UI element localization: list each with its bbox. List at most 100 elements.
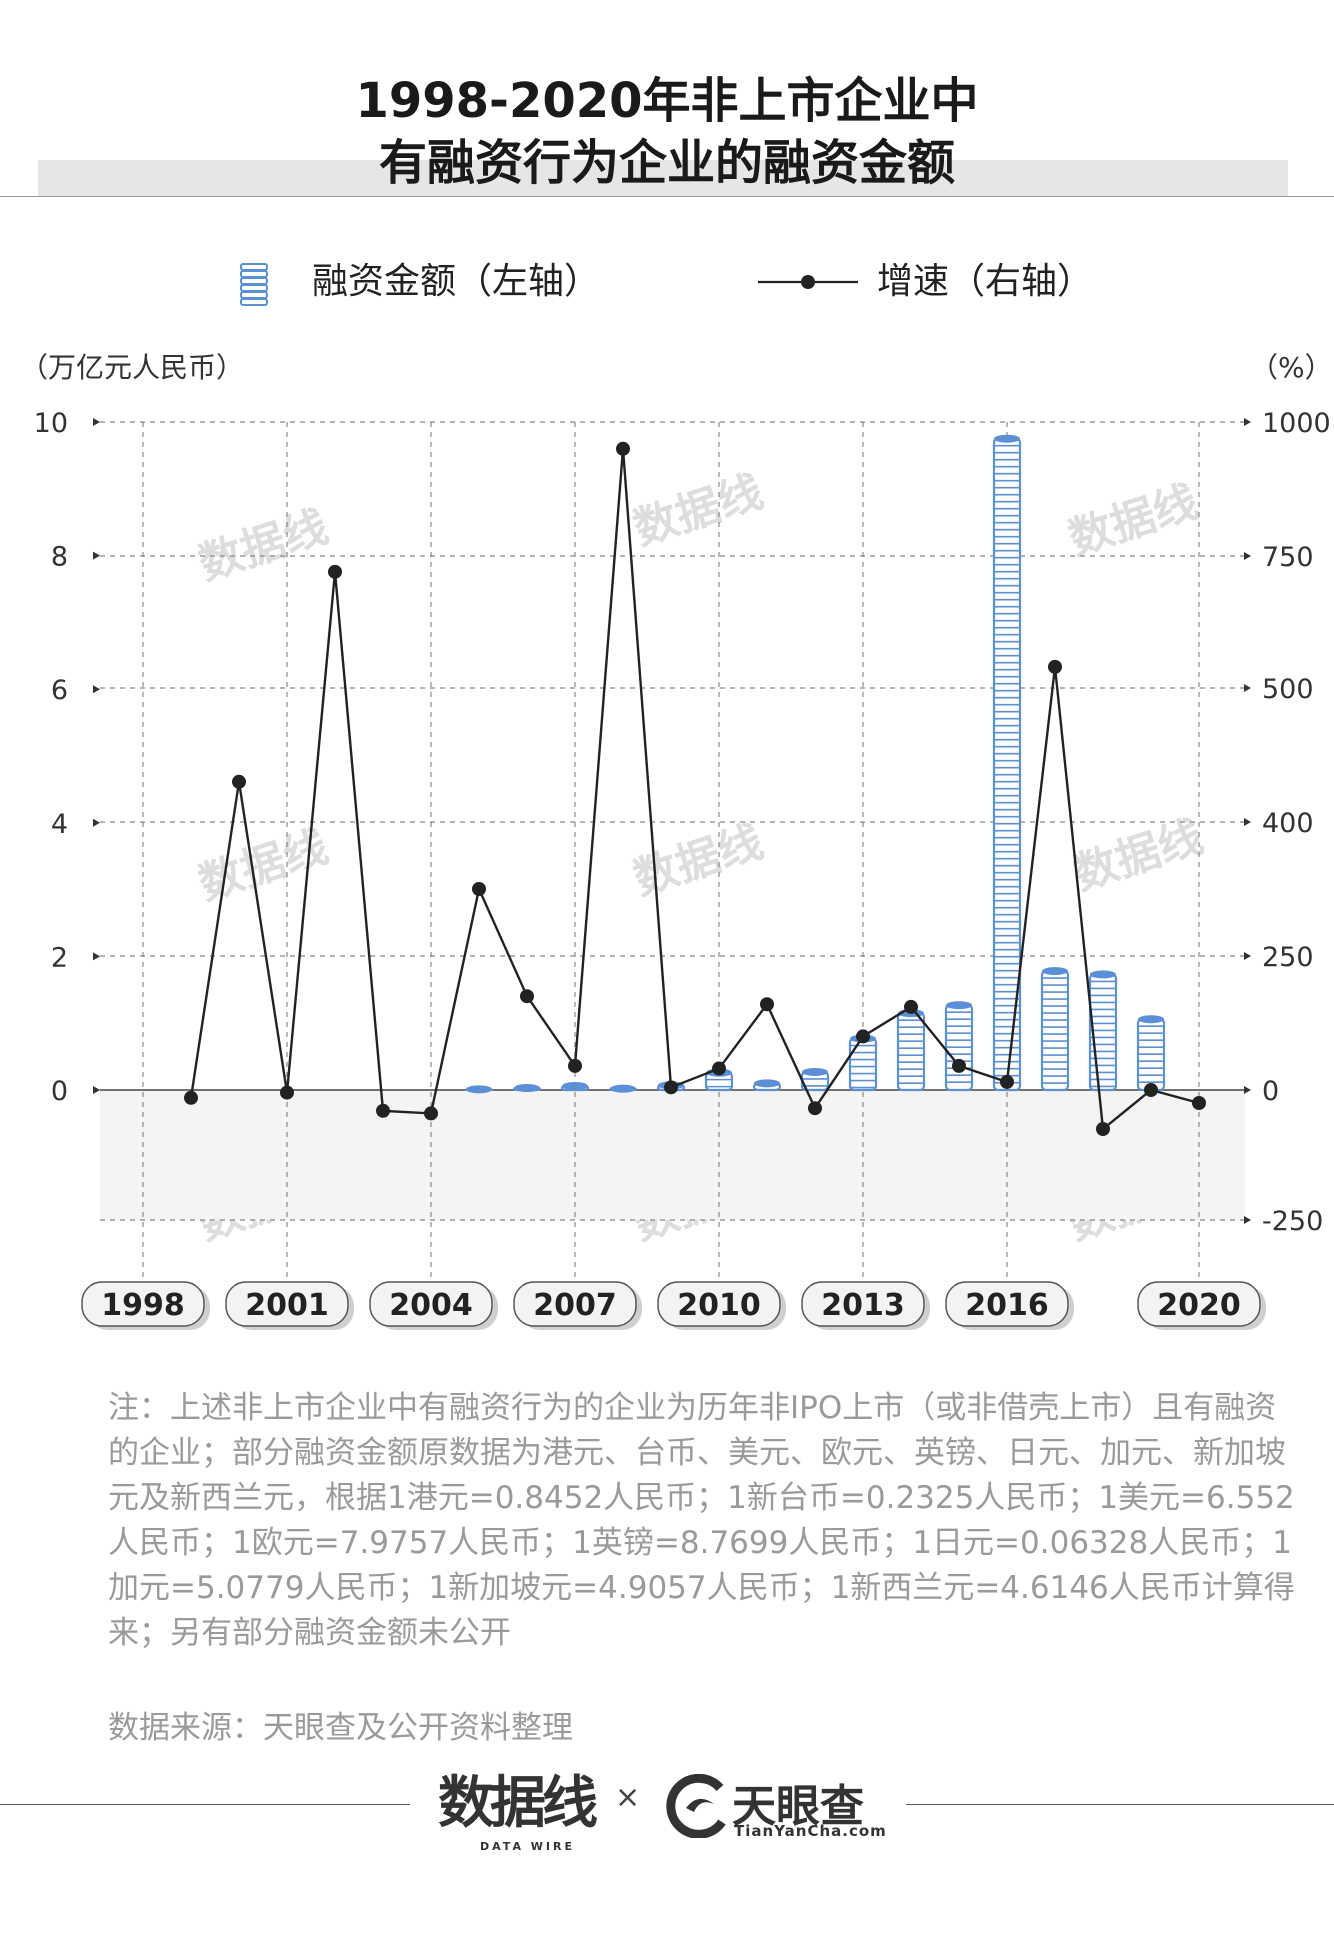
right-tick-arrow: [1244, 952, 1251, 960]
x-tick-label: 2004: [389, 1288, 473, 1323]
right-tick-label: 250: [1262, 942, 1314, 973]
growth-point: [376, 1103, 390, 1118]
legend-bar-label: 融资金额（左轴）: [312, 261, 601, 302]
right-tick-label: 750: [1262, 542, 1314, 573]
left-tick-label: 10: [34, 408, 68, 439]
left-axis-unit: （万亿元人民币）: [20, 351, 245, 384]
growth-point: [232, 774, 246, 789]
left-tick-label: 2: [51, 942, 68, 973]
watermark: 数据线: [628, 816, 769, 905]
financing-bar: [560, 1081, 590, 1092]
tianyancha-logo-subtitle: TianYanCha.com: [734, 1822, 887, 1840]
growth-point: [616, 441, 630, 456]
pill-body: [369, 1281, 493, 1327]
growth-point: [280, 1085, 294, 1100]
growth-point: [184, 1090, 198, 1105]
chart-canvas: 数据线数据线数据线数据线数据线数据线数据线数据线数据线0246810-25002…: [34, 263, 1331, 1330]
coin-icon-ring: [240, 263, 268, 271]
coin-icon-ring: [240, 284, 268, 292]
right-tick-arrow: [1244, 684, 1251, 692]
financing-bar: [944, 1001, 974, 1092]
growth-point: [472, 882, 486, 896]
legend-bar-icon: [240, 263, 268, 306]
year-pill: 2004: [369, 1281, 498, 1330]
x-tick-label: 2010: [677, 1288, 761, 1323]
growth-point: [568, 1058, 582, 1073]
financing-bar: [608, 1084, 638, 1093]
growth-point: [1192, 1096, 1206, 1110]
x-tick-label: 2016: [965, 1288, 1049, 1323]
watermark: 数据线: [628, 466, 769, 555]
growth-point: [1096, 1122, 1110, 1136]
title-rule: [0, 196, 1334, 197]
left-tick-arrow: [93, 818, 100, 827]
datawire-logo: 数据线: [438, 1771, 598, 1836]
footer-rule-left: [0, 1804, 410, 1805]
growth-point: [904, 999, 918, 1014]
left-tick-arrow: [93, 685, 100, 694]
year-pill: 2013: [801, 1281, 930, 1330]
left-tick-label: 4: [51, 809, 68, 840]
legend-line-dot: [801, 275, 815, 289]
growth-line: [189, 448, 1200, 1132]
financing-bar: [752, 1079, 782, 1092]
financing-bar: [1136, 1015, 1166, 1092]
financing-bar: [992, 434, 1022, 1092]
growth-point: [856, 1029, 870, 1044]
tianyancha-logo: 天眼查: [732, 1781, 864, 1832]
financing-bar: [896, 1009, 926, 1092]
pill-body: [81, 1281, 205, 1327]
year-pill: 2020: [1137, 1281, 1266, 1330]
bar-cap: [1090, 970, 1116, 979]
chart-title-line2: 有融资行为企业的融资金额: [378, 135, 955, 191]
bar-cap: [1042, 967, 1068, 976]
right-tick-label: -250: [1262, 1206, 1323, 1237]
pill-body: [657, 1281, 781, 1327]
bar-cap: [1138, 1015, 1164, 1024]
growth-point: [1144, 1083, 1158, 1097]
x-tick-label: 2001: [245, 1288, 329, 1323]
left-tick-arrow: [93, 418, 100, 426]
footnote: 注：上述非上市企业中有融资行为的企业为历年非IPO上市（或非借壳上市）且有融资的…: [108, 1390, 1295, 1651]
watermark: 数据线: [1068, 811, 1209, 900]
year-pill: 1998: [81, 1281, 210, 1330]
bar-body: [1040, 969, 1070, 1092]
bar-cap: [562, 1081, 588, 1090]
growth-point: [328, 564, 342, 579]
year-pill: 2007: [513, 1281, 642, 1330]
negative-zone: [100, 1090, 1245, 1220]
growth-point: [424, 1106, 438, 1121]
x-tick-label: 2013: [821, 1288, 905, 1323]
legend-line-label: 增速（右轴）: [877, 261, 1094, 302]
x-tick-label: 2020: [1157, 1288, 1241, 1323]
bar-cap: [466, 1085, 492, 1094]
coin-icon-ring: [240, 291, 268, 299]
right-tick-arrow: [1244, 818, 1251, 826]
right-tick-label: 0: [1262, 1076, 1279, 1107]
year-pill: 2001: [225, 1281, 354, 1330]
watermark: 数据线: [1063, 476, 1204, 565]
bar-cap: [802, 1067, 828, 1076]
pill-body: [1137, 1281, 1261, 1327]
logo-separator: ×: [615, 1780, 641, 1815]
right-tick-arrow: [1244, 1216, 1251, 1224]
x-tick-label: 1998: [101, 1288, 185, 1323]
pill-body: [513, 1281, 637, 1327]
pill-body: [801, 1281, 925, 1327]
bar-cap: [946, 1001, 972, 1010]
coin-icon-ring: [240, 270, 268, 278]
right-tick-label: 500: [1262, 674, 1314, 705]
coin-icon-ring: [240, 298, 268, 306]
chart-title-line1: 1998-2020年非上市企业中: [355, 73, 979, 129]
tianyancha-eye-icon: [666, 1774, 726, 1838]
left-tick-label: 0: [51, 1076, 68, 1107]
year-pill: 2016: [945, 1281, 1074, 1330]
left-tick-label: 8: [51, 542, 68, 573]
left-tick-arrow: [93, 952, 100, 961]
data-source: 数据来源：天眼查及公开资料整理: [108, 1710, 573, 1746]
growth-point: [808, 1101, 822, 1116]
bar-cap: [610, 1084, 636, 1093]
title-band: [38, 160, 1288, 196]
growth-point: [952, 1058, 966, 1073]
watermark: 数据线: [193, 501, 334, 590]
